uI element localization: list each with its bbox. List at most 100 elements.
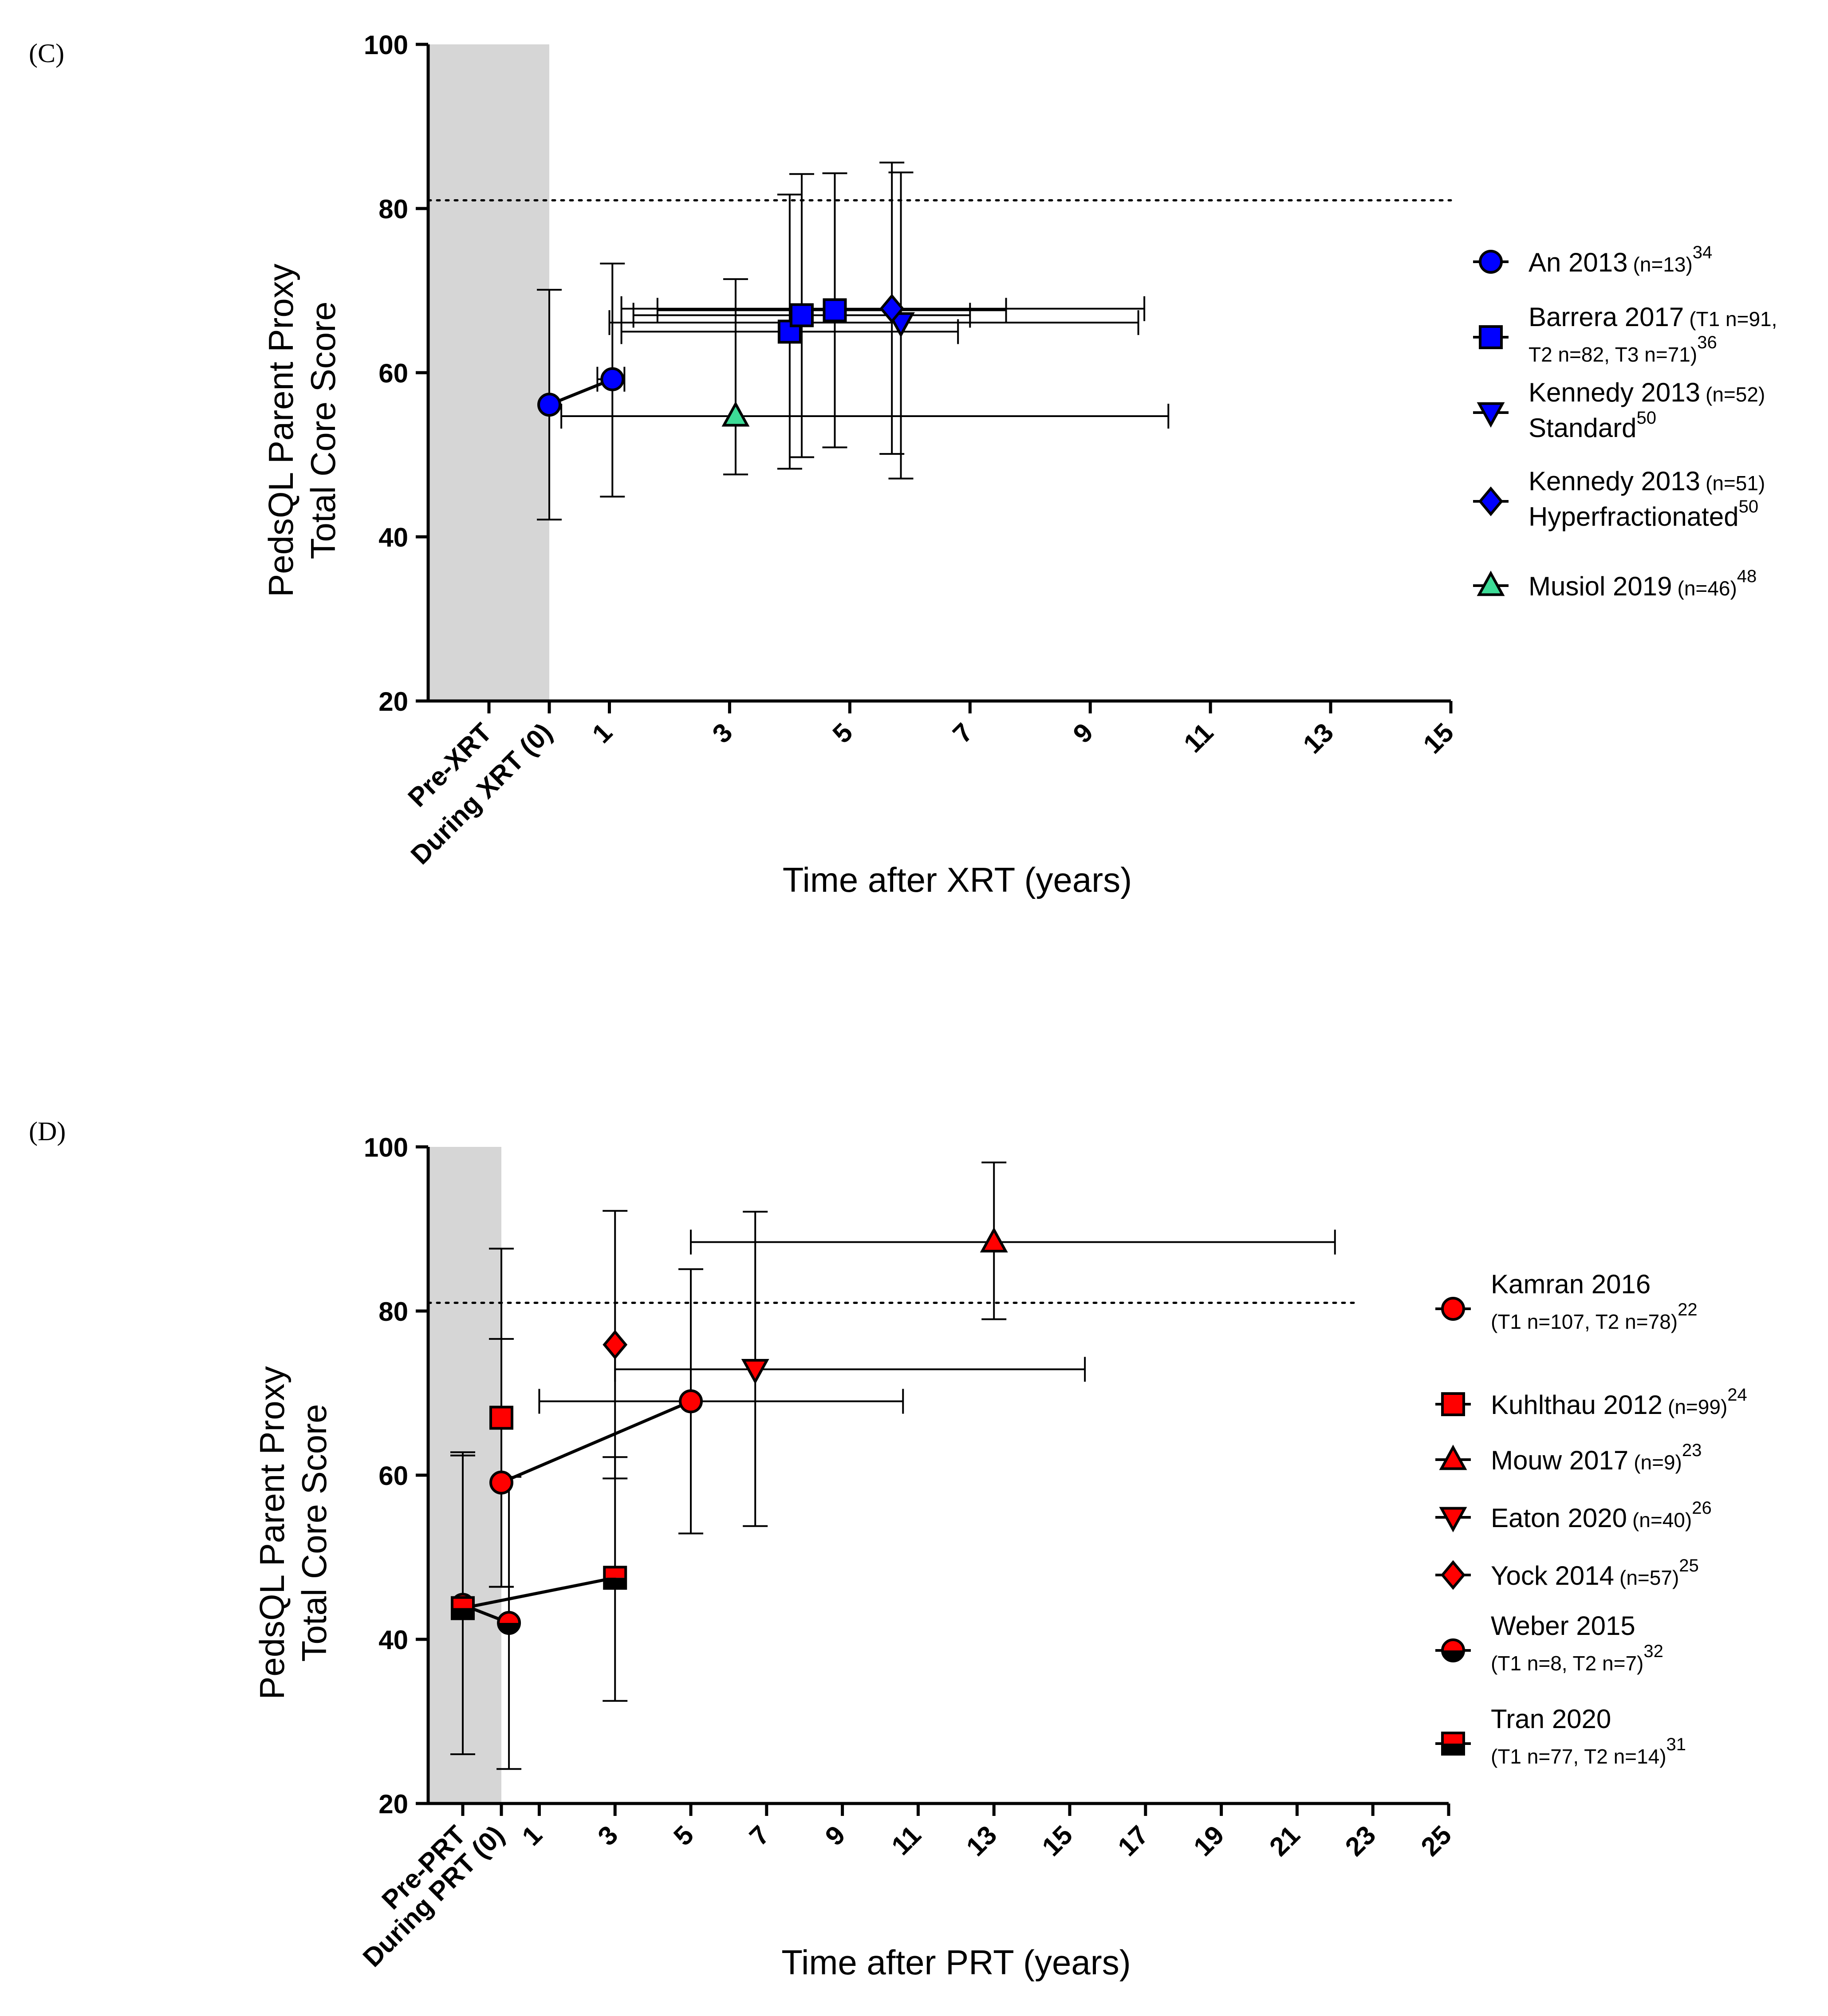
data-point xyxy=(980,1227,1008,1252)
shaded-region xyxy=(428,44,549,701)
x-tick-label: 15 xyxy=(1036,1820,1079,1862)
error-bar xyxy=(614,1211,1086,1527)
x-tick-label: 3 xyxy=(592,1820,623,1851)
legend-n: (n=13) xyxy=(1633,253,1693,276)
marker-square xyxy=(823,298,847,323)
x-tick-label: 11 xyxy=(1178,717,1219,758)
series-line-6 xyxy=(462,1576,615,1610)
legend-label-n: (T1 n=107, T2 n=78)22 xyxy=(1491,1300,1698,1333)
legend-name: An 2013 xyxy=(1529,248,1628,277)
panel-label: (C) xyxy=(29,39,64,68)
data-point xyxy=(489,1470,513,1495)
x-axis-title: Time after XRT (years) xyxy=(783,860,1132,899)
legend-name: Kamran 2016 xyxy=(1491,1269,1651,1299)
legend-n: (n=99) xyxy=(1668,1395,1727,1418)
marker-half-top xyxy=(452,1597,473,1608)
legend-extra: T2 n=82, T3 n=71) xyxy=(1529,343,1697,366)
legend-label-n: (T1 n=8, T2 n=7)32 xyxy=(1491,1642,1663,1675)
marker-half-top xyxy=(1442,1733,1464,1744)
legend-label: Kennedy 2013 (n=52) xyxy=(1529,378,1765,407)
panel-label: (D) xyxy=(29,1117,66,1146)
marker-triangle-up xyxy=(721,401,750,427)
legend-item: Tran 2020(T1 n=77, T2 n=14)31 xyxy=(1435,1704,1686,1768)
error-bars xyxy=(537,161,1170,521)
legend-name: Weber 2015 xyxy=(1491,1611,1635,1641)
shaded-region xyxy=(428,1147,501,1803)
legend-n: (n=40) xyxy=(1632,1508,1692,1532)
legend-item: Kennedy 2013 (n=51)Hyperfractionated50 xyxy=(1473,466,1765,532)
data-point xyxy=(789,303,814,327)
y-tick-label: 20 xyxy=(378,1789,408,1819)
markers xyxy=(451,1227,1008,1635)
y-tick-label: 20 xyxy=(378,687,408,717)
legend-item: Musiol 2019 (n=46)48 xyxy=(1473,567,1757,601)
legend-ref: 48 xyxy=(1737,567,1757,586)
marker-circle xyxy=(679,1389,703,1414)
marker-half-bottom xyxy=(1442,1744,1464,1754)
legend-ref: 26 xyxy=(1692,1498,1712,1518)
y-tick-label: 80 xyxy=(378,1297,408,1327)
marker-half-bottom xyxy=(604,1578,626,1589)
legend-name: Tran 2020 xyxy=(1491,1704,1611,1734)
data-point xyxy=(603,1566,627,1590)
marker-diamond xyxy=(1441,1560,1466,1590)
legend-label: Barrera 2017 (T1 n=91, xyxy=(1529,302,1777,332)
legend-item: Kuhlthau 2012 (n=99)24 xyxy=(1435,1385,1747,1420)
legend-marker xyxy=(1479,250,1503,274)
legend-item: An 2013 (n=13)34 xyxy=(1473,243,1712,277)
legend-label: Weber 2015 xyxy=(1491,1611,1635,1641)
legend-name: Kennedy 2013 xyxy=(1529,378,1700,407)
legend-n: (n=9) xyxy=(1634,1451,1682,1474)
series-line-0 xyxy=(500,1400,692,1484)
legend-name: Yock 2014 xyxy=(1491,1561,1614,1591)
marker-outline xyxy=(451,1596,475,1620)
legend-n: (T1 n=77, T2 n=14) xyxy=(1491,1745,1666,1768)
legend-item: Kamran 2016(T1 n=107, T2 n=78)22 xyxy=(1435,1269,1698,1333)
marker-circle xyxy=(1441,1297,1465,1321)
data-point xyxy=(721,401,750,427)
legend-marker xyxy=(1477,402,1505,428)
legend-marker xyxy=(1479,325,1503,349)
data-point xyxy=(741,1358,769,1385)
marker-half-bottom xyxy=(452,1608,473,1619)
y-axis-title-line2: Total Core Score xyxy=(295,1404,334,1662)
error-bar xyxy=(690,1162,1336,1320)
marker-circle xyxy=(1479,250,1503,274)
y-tick-label: 100 xyxy=(364,1133,408,1162)
marker-outline xyxy=(497,1611,521,1635)
legend-n: (n=52) xyxy=(1706,383,1765,406)
legend-ref: 50 xyxy=(1739,497,1759,516)
x-tick-label: 21 xyxy=(1264,1820,1306,1862)
x-tick-label: 3 xyxy=(707,717,738,749)
marker-triangle-down xyxy=(1477,402,1505,428)
legend-label: Tran 2020 xyxy=(1491,1704,1611,1734)
x-tick-label: 1 xyxy=(587,717,618,749)
legend-item: Barrera 2017 (T1 n=91,T2 n=82, T3 n=71)36 xyxy=(1473,302,1777,366)
legend-item: Mouw 2017 (n=9)23 xyxy=(1435,1441,1702,1475)
x-tick-label: 5 xyxy=(827,717,859,749)
x-tick-label: 19 xyxy=(1188,1820,1230,1862)
marker-outline xyxy=(603,1566,627,1590)
x-tick-label: 9 xyxy=(819,1820,851,1851)
legend-marker xyxy=(1441,1297,1465,1321)
legend-label-extra: Hyperfractionated50 xyxy=(1529,497,1758,532)
legend-label: Kamran 2016 xyxy=(1491,1269,1651,1299)
x-tick-label: 25 xyxy=(1415,1820,1458,1862)
marker-triangle-down xyxy=(741,1358,769,1385)
y-tick-label: 40 xyxy=(378,523,408,552)
error-bars xyxy=(450,1162,1336,1770)
legend-label-n: (T1 n=77, T2 n=14)31 xyxy=(1491,1735,1686,1768)
legend-n: (T1 n=8, T2 n=7) xyxy=(1491,1652,1643,1675)
y-tick-label: 60 xyxy=(378,1461,408,1491)
y-tick-label: 40 xyxy=(378,1625,408,1655)
legend-extra: Standard xyxy=(1529,413,1637,443)
marker-outline xyxy=(1441,1638,1465,1662)
y-tick-label: 80 xyxy=(378,194,408,224)
data-point xyxy=(600,367,625,391)
legend-n: (n=46) xyxy=(1678,577,1737,600)
data-point xyxy=(679,1389,703,1414)
x-tick-label: 11 xyxy=(886,1820,926,1861)
marker-circle xyxy=(489,1470,513,1495)
legend-item: Yock 2014 (n=57)25 xyxy=(1435,1556,1699,1591)
legend-extra: Hyperfractionated xyxy=(1529,502,1739,532)
